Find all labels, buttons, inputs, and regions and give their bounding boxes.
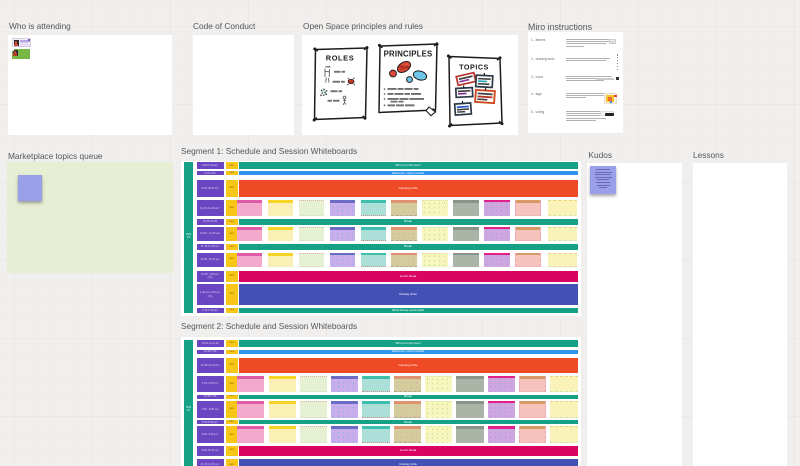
svg-text:ROLES: ROLES xyxy=(326,54,354,63)
svg-text:PRINCIPLES: PRINCIPLES xyxy=(384,50,433,59)
svg-text:TOPICS: TOPICS xyxy=(459,63,489,72)
